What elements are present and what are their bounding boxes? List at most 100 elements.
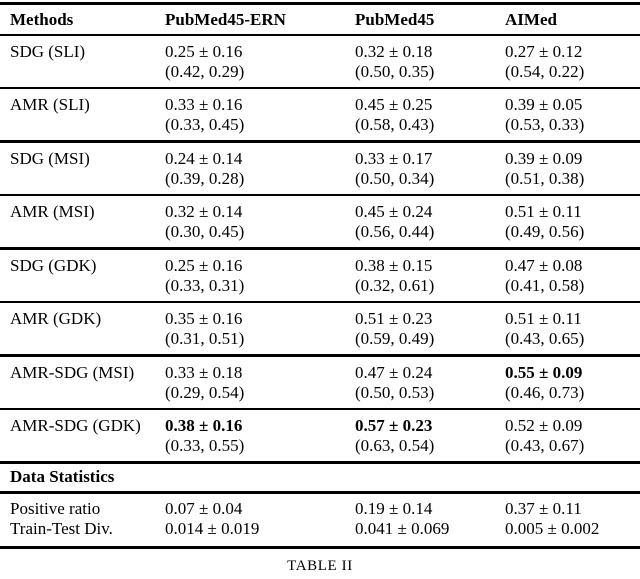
section-header: Data Statistics — [0, 462, 640, 494]
mean-value: 0.32 ± 0.14 — [165, 202, 243, 221]
mean-value: 0.51 ± 0.23 — [355, 309, 433, 328]
mean-value: 0.39 ± 0.05 — [505, 95, 583, 114]
column-header-pubmed45-ern: PubMed45-ERN — [165, 3, 355, 36]
method-cell: AMR (SLI) — [0, 88, 165, 143]
ci-value: (0.50, 0.34) — [355, 169, 435, 188]
ci-value: (0.53, 0.33) — [505, 115, 585, 134]
ci-value: (0.33, 0.31) — [165, 276, 245, 295]
table-cell: 0.45 ± 0.24 (0.56, 0.44) — [355, 195, 505, 250]
ci-value: (0.50, 0.35) — [355, 62, 435, 81]
table-cell: 0.24 ± 0.14 (0.39, 0.28) — [165, 141, 355, 196]
method-cell: AMR-SDG (GDK) — [0, 409, 165, 464]
stat-value: 0.014 ± 0.019 — [165, 519, 260, 538]
ci-value: (0.31, 0.51) — [165, 329, 245, 348]
ci-value: (0.63, 0.54) — [355, 436, 435, 455]
table-row: SDG (MSI) 0.24 ± 0.14 (0.39, 0.28) 0.33 … — [0, 141, 640, 196]
stat-value: 0.37 ± 0.11 — [505, 499, 582, 518]
stat-label: Positive ratio — [10, 499, 101, 518]
mean-value: 0.25 ± 0.16 — [165, 256, 243, 275]
mean-value: 0.51 ± 0.11 — [505, 202, 582, 221]
ci-value: (0.46, 0.73) — [505, 383, 585, 402]
section-header-row: Data Statistics — [0, 462, 640, 494]
mean-value: 0.27 ± 0.12 — [505, 42, 583, 61]
table-row: AMR-SDG (GDK) 0.38 ± 0.16 (0.33, 0.55) 0… — [0, 409, 640, 464]
column-header-aimed: AIMed — [505, 3, 640, 36]
table-row: AMR (MSI) 0.32 ± 0.14 (0.30, 0.45) 0.45 … — [0, 195, 640, 250]
table-cell: 0.35 ± 0.16 (0.31, 0.51) — [165, 302, 355, 357]
mean-value: 0.24 ± 0.14 — [165, 149, 243, 168]
ci-value: (0.50, 0.53) — [355, 383, 435, 402]
table-row: AMR (SLI) 0.33 ± 0.16 (0.33, 0.45) 0.45 … — [0, 88, 640, 143]
table-cell: 0.39 ± 0.05 (0.53, 0.33) — [505, 88, 640, 143]
mean-value: 0.45 ± 0.25 — [355, 95, 433, 114]
mean-value: 0.47 ± 0.08 — [505, 256, 583, 275]
ci-value: (0.59, 0.49) — [355, 329, 435, 348]
mean-value: 0.51 ± 0.11 — [505, 309, 582, 328]
mean-value: 0.57 ± 0.23 — [355, 416, 433, 435]
table-header-row: Methods PubMed45-ERN PubMed45 AIMed — [0, 3, 640, 36]
table-cell: 0.25 ± 0.16 (0.42, 0.29) — [165, 35, 355, 89]
method-cell: AMR (MSI) — [0, 195, 165, 250]
table-cell: 0.27 ± 0.12 (0.54, 0.22) — [505, 35, 640, 89]
stats-row: Train-Test Div. 0.014 ± 0.019 0.041 ± 0.… — [0, 519, 640, 548]
mean-value: 0.45 ± 0.24 — [355, 202, 433, 221]
table-cell: 0.52 ± 0.09 (0.43, 0.67) — [505, 409, 640, 464]
ci-value: (0.49, 0.56) — [505, 222, 585, 241]
method-cell: AMR-SDG (MSI) — [0, 355, 165, 410]
mean-value: 0.38 ± 0.15 — [355, 256, 433, 275]
method-cell: SDG (MSI) — [0, 141, 165, 196]
mean-value: 0.52 ± 0.09 — [505, 416, 583, 435]
table-cell: 0.32 ± 0.18 (0.50, 0.35) — [355, 35, 505, 89]
method-cell: AMR (GDK) — [0, 302, 165, 357]
mean-value: 0.33 ± 0.18 — [165, 363, 243, 382]
stat-value: 0.19 ± 0.14 — [355, 499, 433, 518]
ci-value: (0.56, 0.44) — [355, 222, 435, 241]
mean-value: 0.55 ± 0.09 — [505, 363, 583, 382]
table-cell: 0.51 ± 0.11 (0.43, 0.65) — [505, 302, 640, 357]
method-cell: SDG (SLI) — [0, 35, 165, 89]
ci-value: (0.51, 0.38) — [505, 169, 585, 188]
ci-value: (0.29, 0.54) — [165, 383, 245, 402]
ci-value: (0.41, 0.58) — [505, 276, 585, 295]
ci-value: (0.58, 0.43) — [355, 115, 435, 134]
ci-value: (0.42, 0.29) — [165, 62, 245, 81]
mean-value: 0.47 ± 0.24 — [355, 363, 433, 382]
table-cell: 0.45 ± 0.25 (0.58, 0.43) — [355, 88, 505, 143]
table-cell: 0.25 ± 0.16 (0.33, 0.31) — [165, 248, 355, 303]
mean-value: 0.35 ± 0.16 — [165, 309, 243, 328]
table-row: SDG (SLI) 0.25 ± 0.16 (0.42, 0.29) 0.32 … — [0, 35, 640, 89]
ci-value: (0.32, 0.61) — [355, 276, 435, 295]
column-header-methods: Methods — [0, 3, 165, 36]
mean-value: 0.39 ± 0.09 — [505, 149, 583, 168]
table-row: AMR (GDK) 0.35 ± 0.16 (0.31, 0.51) 0.51 … — [0, 302, 640, 357]
stat-value: 0.041 ± 0.069 — [355, 519, 450, 538]
results-table: Methods PubMed45-ERN PubMed45 AIMed SDG … — [0, 2, 640, 549]
ci-value: (0.33, 0.55) — [165, 436, 245, 455]
mean-value: 0.38 ± 0.16 — [165, 416, 243, 435]
ci-value: (0.30, 0.45) — [165, 222, 245, 241]
table-caption: TABLE II — [287, 558, 353, 574]
table-row: AMR-SDG (MSI) 0.33 ± 0.18 (0.29, 0.54) 0… — [0, 355, 640, 410]
column-header-pubmed45: PubMed45 — [355, 3, 505, 36]
stat-label: Train-Test Div. — [10, 519, 113, 538]
stats-row: Positive ratio 0.07 ± 0.04 0.19 ± 0.14 0… — [0, 493, 640, 520]
table-cell: 0.47 ± 0.24 (0.50, 0.53) — [355, 355, 505, 410]
table-cell: 0.55 ± 0.09 (0.46, 0.73) — [505, 355, 640, 410]
table-cell: 0.51 ± 0.11 (0.49, 0.56) — [505, 195, 640, 250]
method-cell: SDG (GDK) — [0, 248, 165, 303]
ci-value: (0.43, 0.65) — [505, 329, 585, 348]
stat-value: 0.07 ± 0.04 — [165, 499, 243, 518]
table-cell: 0.32 ± 0.14 (0.30, 0.45) — [165, 195, 355, 250]
table-cell: 0.33 ± 0.17 (0.50, 0.34) — [355, 141, 505, 196]
table-cell: 0.51 ± 0.23 (0.59, 0.49) — [355, 302, 505, 357]
table-cell: 0.47 ± 0.08 (0.41, 0.58) — [505, 248, 640, 303]
table-cell: 0.38 ± 0.15 (0.32, 0.61) — [355, 248, 505, 303]
table-cell: 0.39 ± 0.09 (0.51, 0.38) — [505, 141, 640, 196]
mean-value: 0.25 ± 0.16 — [165, 42, 243, 61]
mean-value: 0.32 ± 0.18 — [355, 42, 433, 61]
table-row: SDG (GDK) 0.25 ± 0.16 (0.33, 0.31) 0.38 … — [0, 248, 640, 303]
mean-value: 0.33 ± 0.17 — [355, 149, 433, 168]
ci-value: (0.54, 0.22) — [505, 62, 585, 81]
table-cell: 0.38 ± 0.16 (0.33, 0.55) — [165, 409, 355, 464]
